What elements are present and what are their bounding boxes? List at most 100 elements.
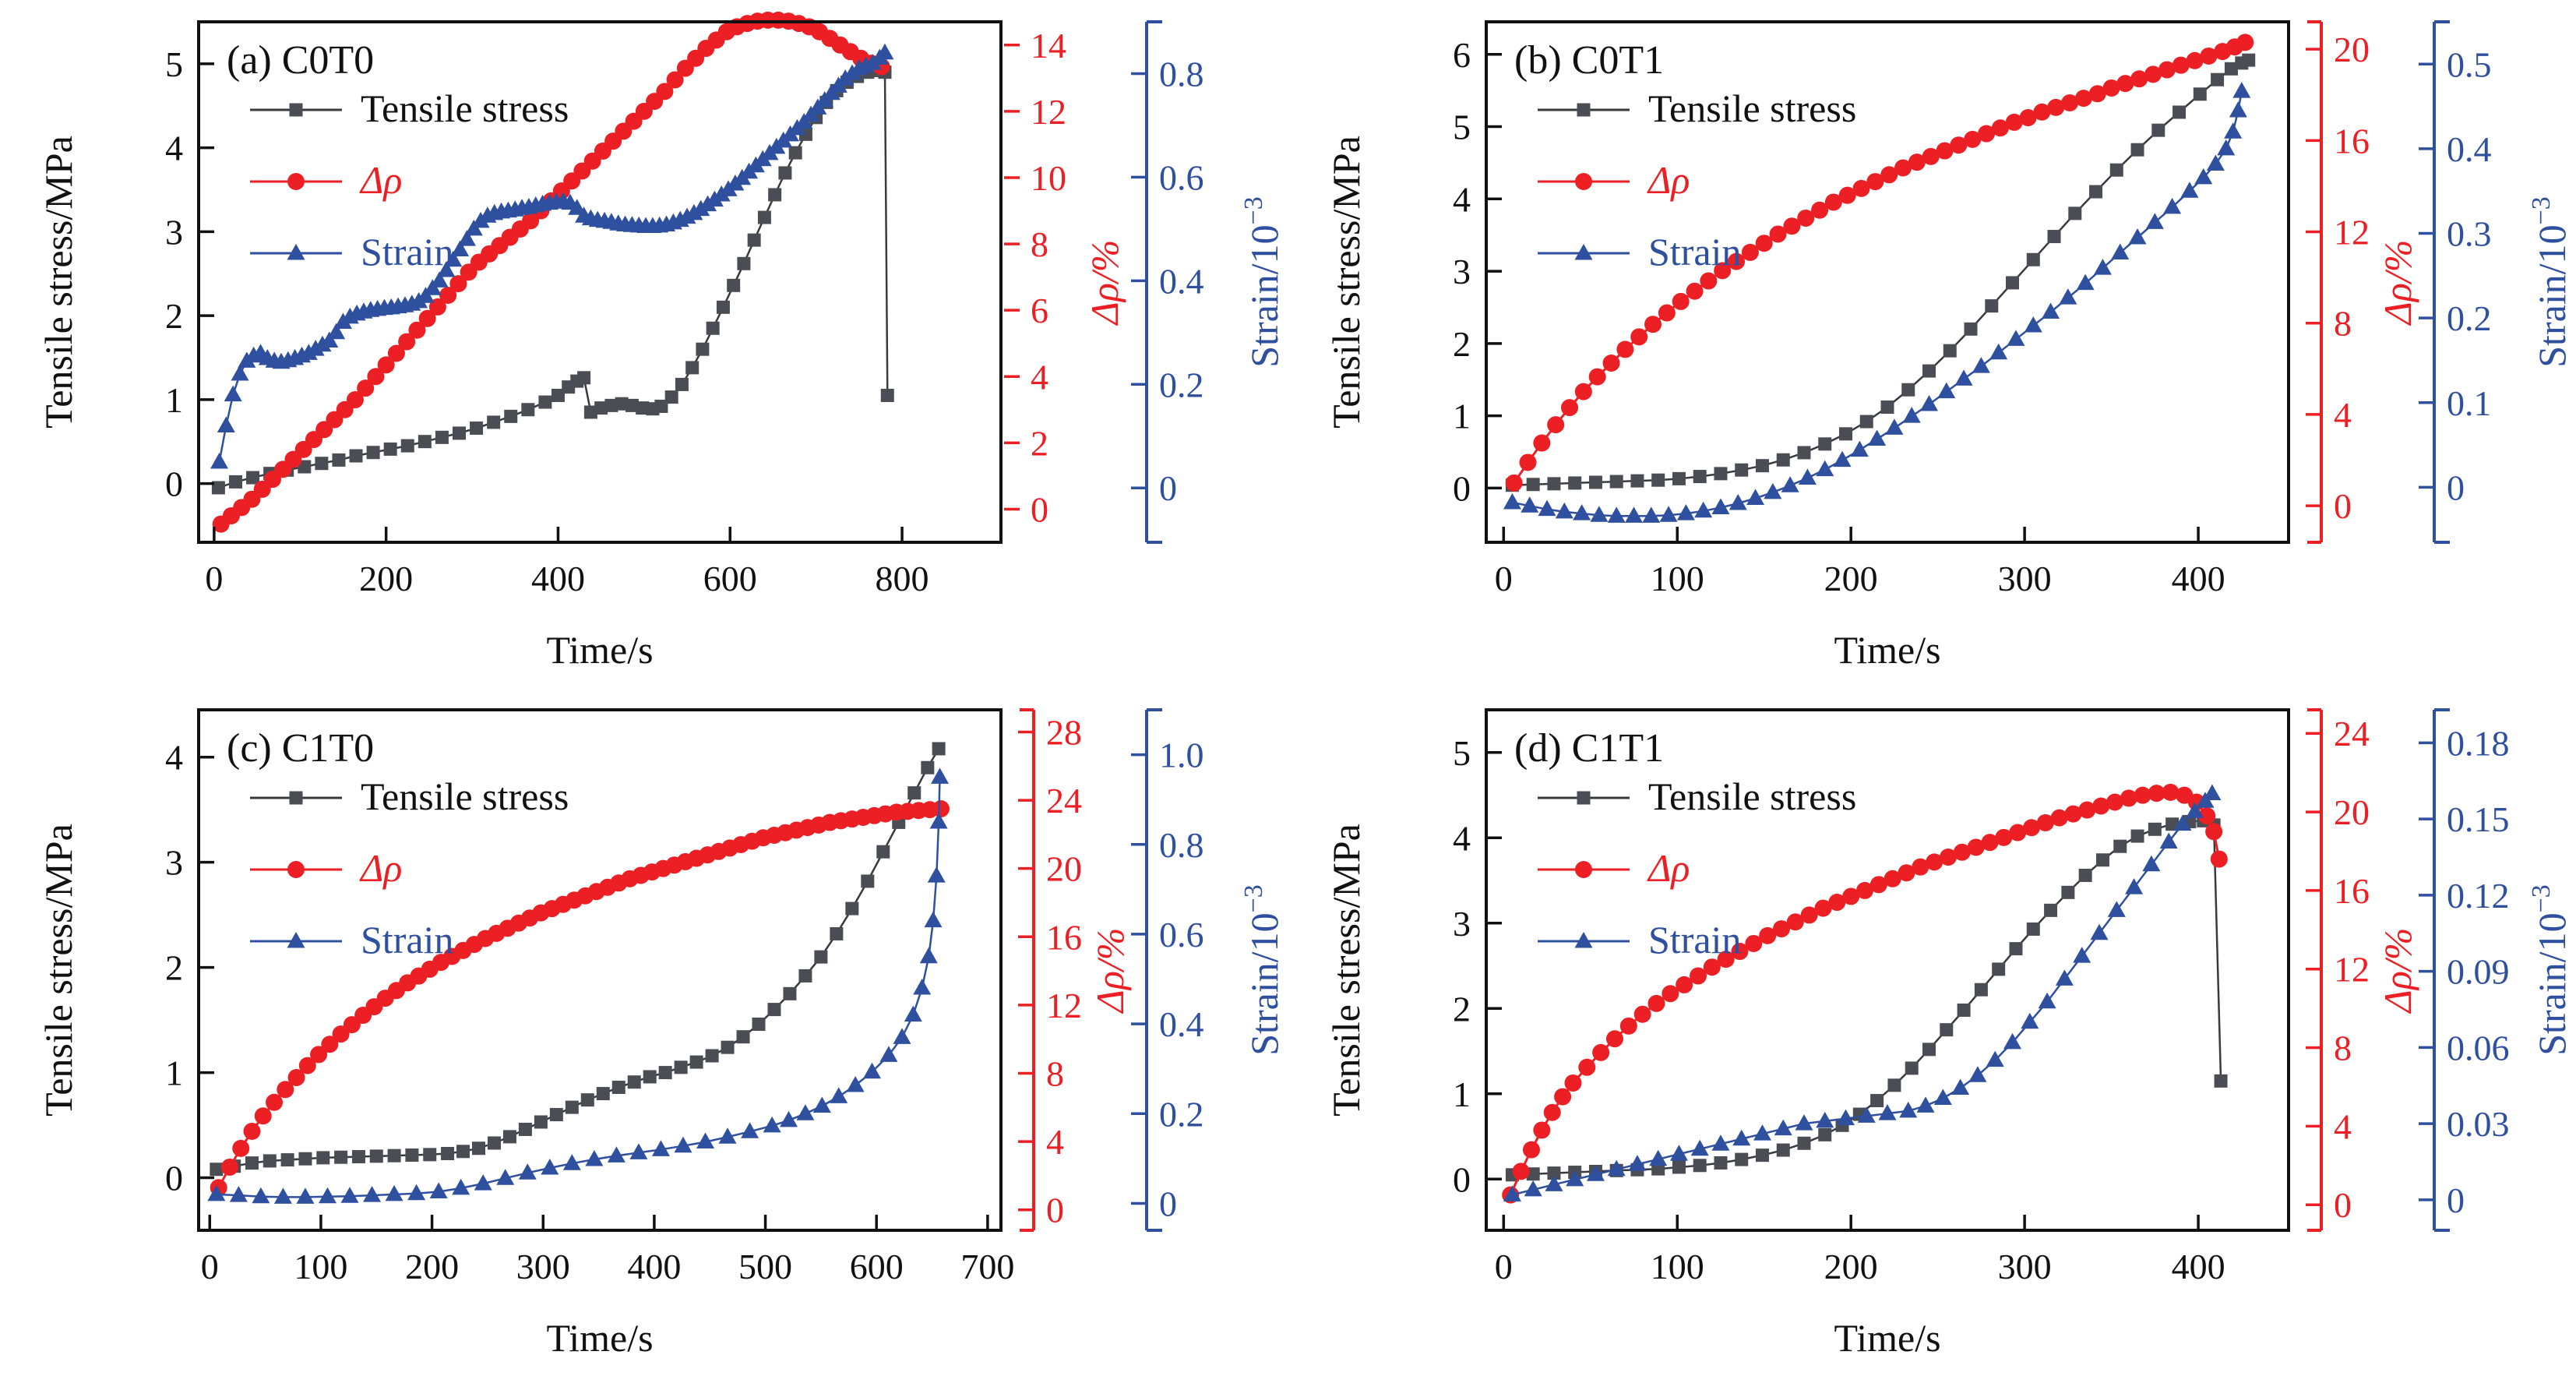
svg-text:4: 4 <box>2334 395 2352 435</box>
panel-b: 0 100 200 300 400 Time/s 0 1 2 3 4 5 6 Tensile stress… <box>1288 0 2575 688</box>
legend: Tensile stress Δρ Strain <box>1538 86 1856 273</box>
svg-text:0.8: 0.8 <box>1159 54 1204 93</box>
svg-text:Tensile stress: Tensile stress <box>361 86 569 130</box>
svg-text:24: 24 <box>1046 781 1082 820</box>
svg-text:0: 0 <box>201 1247 219 1286</box>
panel-title: (b) C0T1 <box>1514 38 1664 83</box>
left-axis-tensile-stress: 0 1 2 3 4 5 Tensile stress/MPa <box>1324 733 1502 1199</box>
series-strain <box>1503 82 2251 523</box>
svg-text:0.5: 0.5 <box>2447 44 2492 84</box>
left-axis-tensile-stress: 0 1 2 3 4 Tensile stress/MPa <box>37 738 214 1198</box>
plot-frame <box>1485 708 2290 1232</box>
svg-text:600: 600 <box>703 559 757 598</box>
svg-text:8: 8 <box>2334 1028 2352 1068</box>
svg-text:0: 0 <box>2334 486 2352 526</box>
svg-text:0: 0 <box>1046 1191 1064 1230</box>
legend: Tensile stress Δρ Strain <box>250 774 569 961</box>
svg-text:4: 4 <box>2334 1106 2352 1146</box>
svg-text:Tensile stress/MPa: Tensile stress/MPa <box>1324 136 1368 429</box>
svg-text:0.09: 0.09 <box>2447 952 2510 992</box>
far-axis-strain: 0 0.03 0.06 0.09 0.12 0.15 0.18 Strain/10−3 <box>2419 708 2574 1232</box>
svg-text:0.8: 0.8 <box>1159 825 1204 865</box>
svg-text:Tensile stress: Tensile stress <box>361 774 569 818</box>
svg-text:1: 1 <box>1453 397 1471 436</box>
panel-title: (c) C1T0 <box>227 726 374 771</box>
svg-text:Strain/10−3: Strain/10−3 <box>2527 196 2574 368</box>
svg-text:Strain: Strain <box>1648 230 1741 273</box>
svg-text:0.12: 0.12 <box>2447 876 2510 916</box>
x-axis: 0 100 200 300 400 Time/s <box>1495 527 2225 672</box>
svg-text:4: 4 <box>1031 357 1048 397</box>
svg-text:400: 400 <box>531 559 585 598</box>
left-axis-tensile-stress: 0 1 2 3 4 5 6 Tensile stress/MPa <box>1324 35 1502 508</box>
plot-frame <box>197 708 1003 1232</box>
svg-text:700: 700 <box>960 1247 1014 1286</box>
svg-text:100: 100 <box>294 1247 347 1286</box>
svg-text:0.2: 0.2 <box>1159 1094 1204 1134</box>
svg-text:4: 4 <box>1453 818 1471 858</box>
svg-text:0.2: 0.2 <box>2447 298 2492 338</box>
svg-text:Tensile stress/MPa: Tensile stress/MPa <box>37 824 80 1117</box>
svg-text:Δρ/%: Δρ/% <box>1083 240 1126 326</box>
svg-text:12: 12 <box>2334 950 2370 990</box>
svg-text:600: 600 <box>850 1247 904 1286</box>
svg-text:0: 0 <box>1453 1159 1471 1199</box>
svg-text:Δρ/%: Δρ/% <box>2376 240 2419 326</box>
svg-text:1: 1 <box>165 380 183 420</box>
panel-c-chart: 0 100 200 300 400 500 600 700Time/s01234Tensile… <box>37 708 1286 1360</box>
svg-text:2: 2 <box>1453 324 1471 364</box>
svg-text:Δρ: Δρ <box>1647 846 1690 890</box>
svg-text:0: 0 <box>2334 1185 2352 1225</box>
svg-text:8: 8 <box>1031 224 1048 264</box>
svg-text:28: 28 <box>1046 712 1082 752</box>
svg-text:Strain/10−3: Strain/10−3 <box>1239 884 1286 1056</box>
legend: Tensile stress Δρ Strain <box>250 86 569 273</box>
svg-text:0.4: 0.4 <box>1159 1004 1204 1044</box>
svg-text:4: 4 <box>1453 179 1471 219</box>
svg-text:0.3: 0.3 <box>2447 214 2492 254</box>
series-δρ <box>1502 783 2228 1204</box>
svg-text:300: 300 <box>1998 1247 2052 1286</box>
svg-text:8: 8 <box>2334 304 2352 344</box>
svg-text:200: 200 <box>359 559 413 598</box>
svg-text:0: 0 <box>205 559 223 598</box>
svg-text:5: 5 <box>1453 733 1471 773</box>
svg-text:2: 2 <box>1031 423 1048 463</box>
series-δρ <box>210 800 950 1197</box>
svg-text:0: 0 <box>1159 468 1177 508</box>
svg-text:12: 12 <box>1031 92 1066 132</box>
right-axis-delta-rho: 0 4 8 12 16 20 24 28 Δρ/% <box>1018 708 1132 1232</box>
svg-text:0: 0 <box>165 1159 183 1198</box>
svg-text:0.2: 0.2 <box>1159 365 1204 404</box>
svg-text:100: 100 <box>1651 1247 1704 1286</box>
legend: Tensile stress Δρ Strain <box>1538 774 1856 961</box>
svg-text:0: 0 <box>2447 467 2465 507</box>
svg-text:200: 200 <box>405 1247 459 1286</box>
series-strain <box>210 43 894 469</box>
svg-text:Δρ: Δρ <box>359 846 402 890</box>
svg-text:0.6: 0.6 <box>1159 157 1204 197</box>
panel-title: (a) C0T0 <box>227 38 374 83</box>
far-axis-strain: 0 0.2 0.4 0.6 0.8 Strain/10−3 <box>1131 20 1286 544</box>
svg-text:400: 400 <box>2172 559 2225 598</box>
svg-text:16: 16 <box>2334 871 2370 911</box>
svg-text:300: 300 <box>516 1247 570 1286</box>
svg-text:200: 200 <box>1824 559 1878 598</box>
svg-text:3: 3 <box>165 843 183 883</box>
svg-text:0.4: 0.4 <box>2447 129 2492 169</box>
svg-text:0.15: 0.15 <box>2447 799 2510 839</box>
svg-text:8: 8 <box>1046 1054 1064 1094</box>
svg-text:300: 300 <box>1998 559 2052 598</box>
svg-text:0: 0 <box>1159 1184 1177 1223</box>
svg-text:3: 3 <box>1453 252 1471 291</box>
plot-frame <box>197 20 1003 544</box>
svg-text:0: 0 <box>1453 468 1471 508</box>
svg-text:Time/s: Time/s <box>1834 628 1940 672</box>
panel-c: 0 100 200 300 400 500 600 700 Time/s 0 1 2 3 4 Tensile… <box>0 688 1288 1376</box>
svg-text:400: 400 <box>2172 1247 2225 1286</box>
svg-text:20: 20 <box>2334 30 2370 69</box>
svg-text:500: 500 <box>738 1247 792 1286</box>
svg-text:100: 100 <box>1651 559 1704 598</box>
svg-text:5: 5 <box>165 44 183 84</box>
